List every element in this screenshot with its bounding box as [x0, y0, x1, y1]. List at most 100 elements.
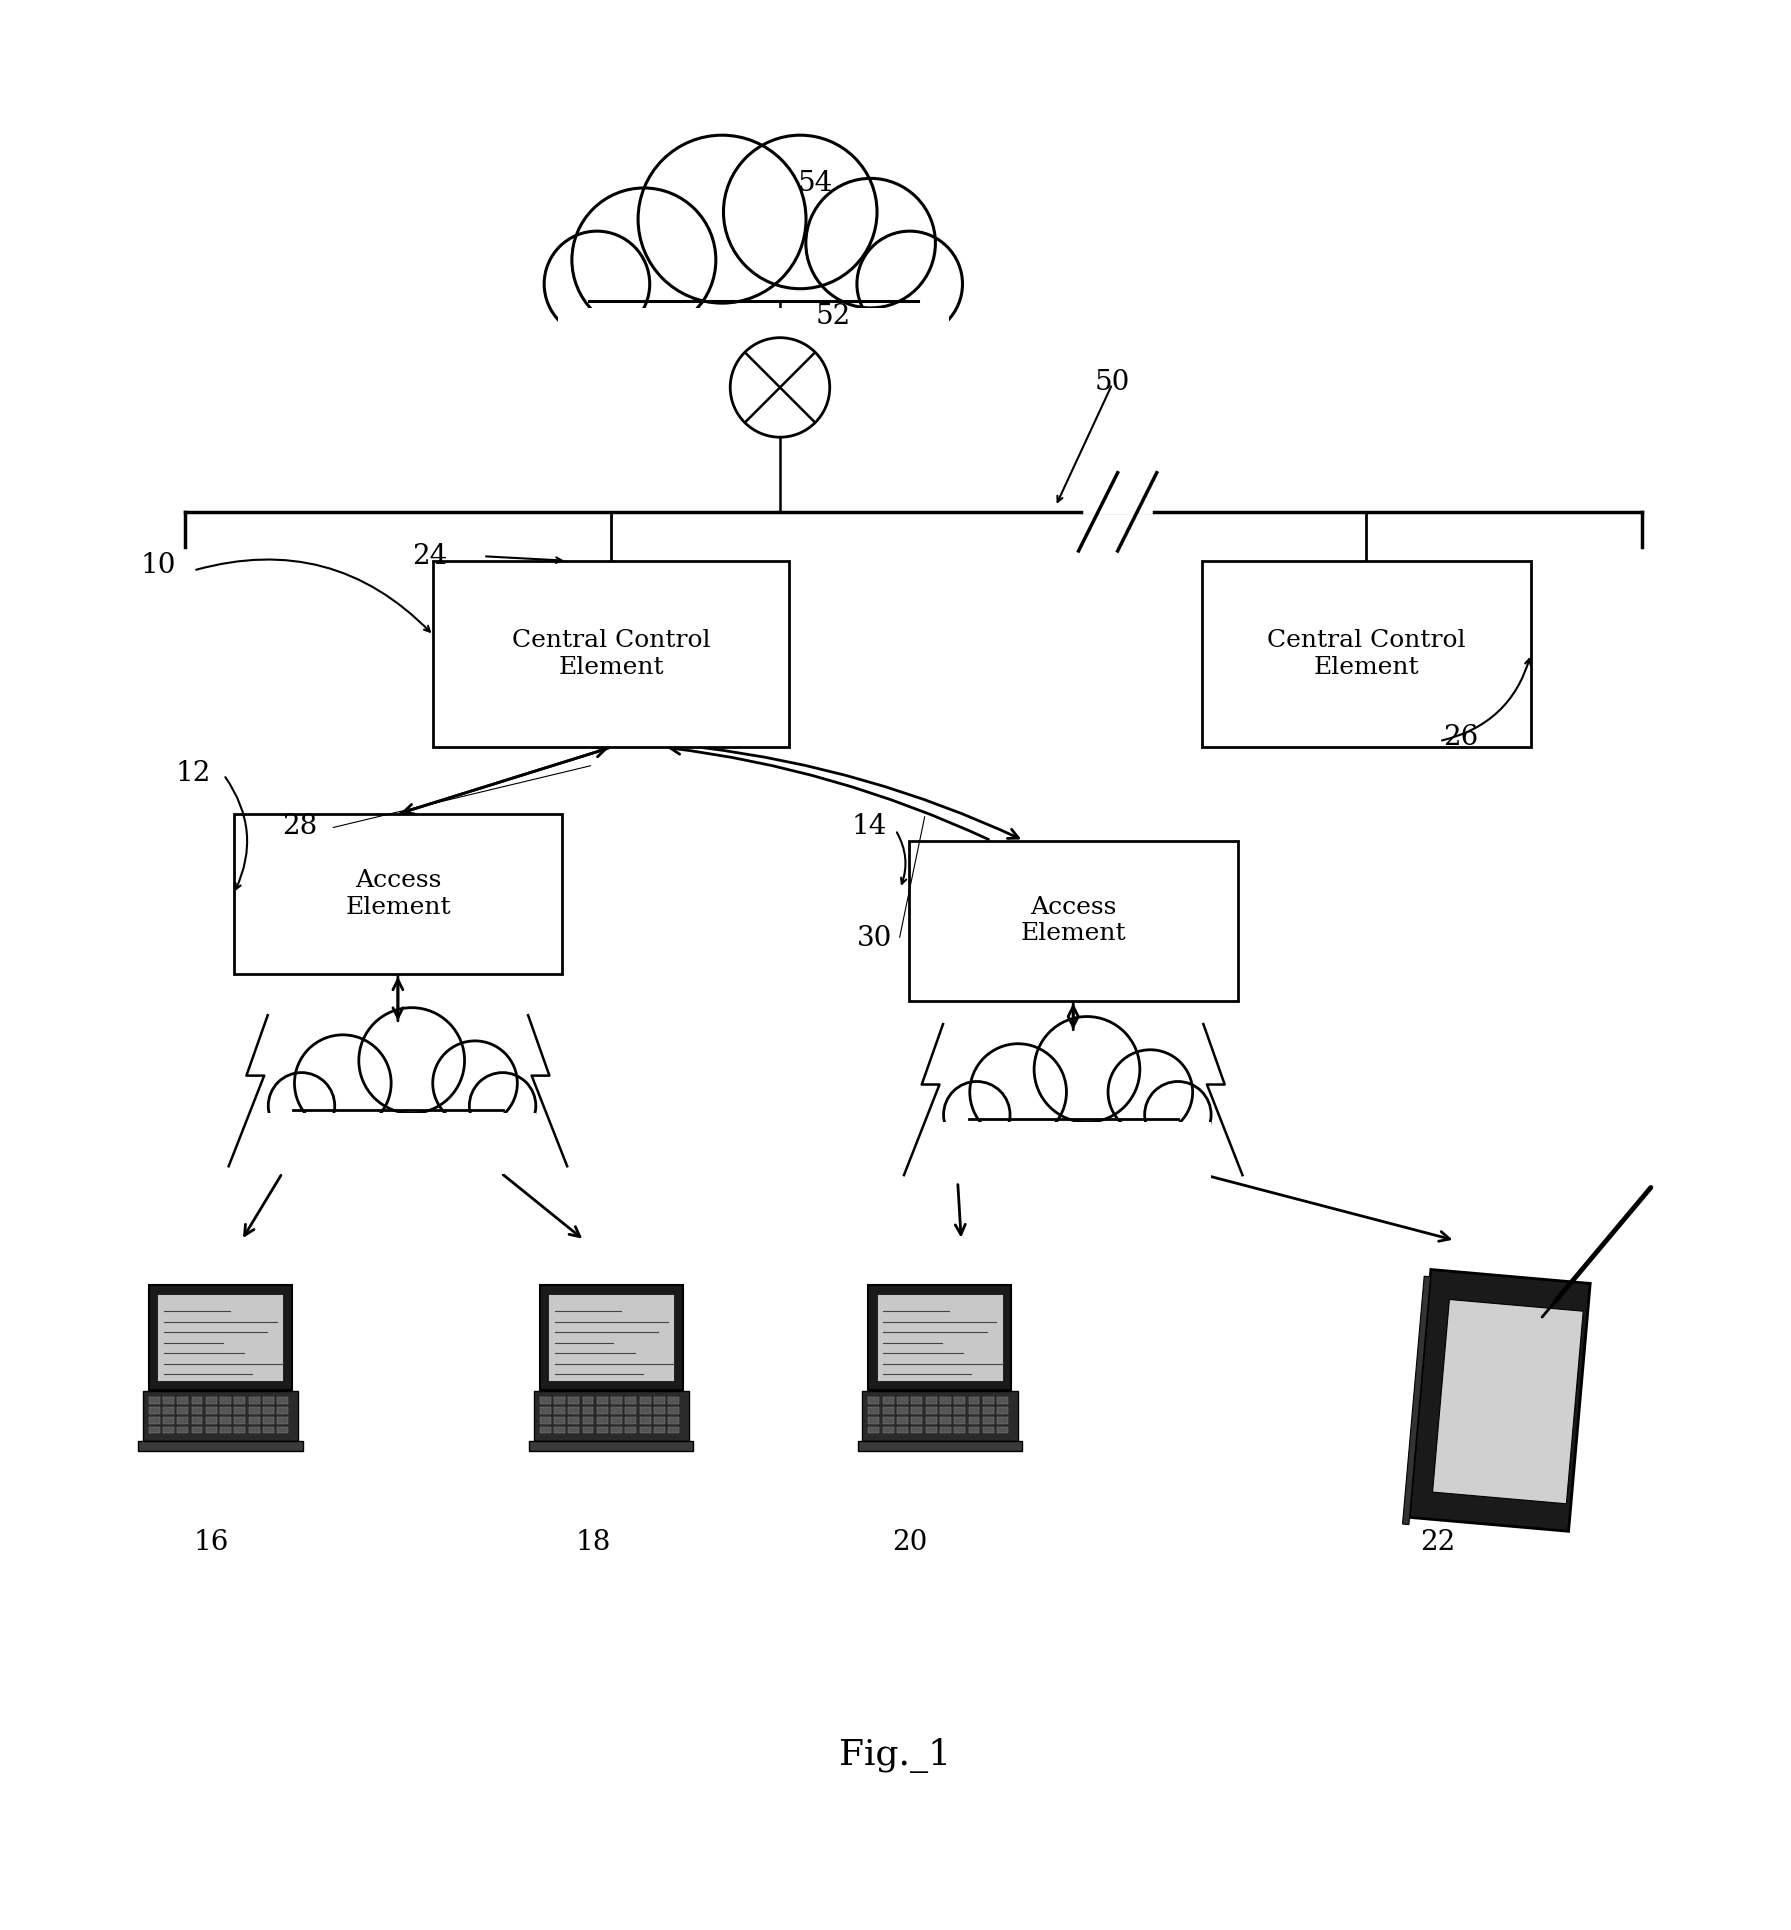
Bar — [639, 1426, 650, 1434]
Bar — [955, 1426, 965, 1434]
Bar — [163, 1397, 174, 1403]
Bar — [668, 1426, 679, 1434]
Bar — [263, 1397, 274, 1403]
Bar — [235, 1407, 245, 1413]
Circle shape — [294, 1034, 390, 1131]
Bar — [654, 1417, 664, 1424]
Circle shape — [1144, 1081, 1211, 1148]
Bar — [596, 1426, 607, 1434]
Text: 18: 18 — [575, 1529, 611, 1556]
Text: 10: 10 — [140, 552, 176, 579]
Bar — [149, 1397, 159, 1403]
Bar — [548, 1293, 673, 1382]
Circle shape — [469, 1073, 536, 1139]
Bar — [553, 1426, 564, 1434]
Bar — [163, 1417, 174, 1424]
Text: 12: 12 — [176, 760, 211, 787]
Bar — [568, 1397, 578, 1403]
Bar — [163, 1426, 174, 1434]
Text: 50: 50 — [1094, 369, 1130, 396]
Bar — [668, 1407, 679, 1413]
Bar — [596, 1417, 607, 1424]
Bar — [639, 1407, 650, 1413]
Bar — [149, 1426, 159, 1434]
Text: Access
Element: Access Element — [346, 868, 451, 919]
Circle shape — [544, 232, 650, 336]
Bar — [897, 1417, 908, 1424]
Bar — [149, 1417, 159, 1424]
Bar — [969, 1417, 980, 1424]
Bar — [177, 1397, 188, 1403]
Bar — [249, 1417, 260, 1424]
Bar — [596, 1407, 607, 1413]
Bar — [582, 1407, 593, 1413]
Bar — [553, 1397, 564, 1403]
Bar — [983, 1417, 994, 1424]
Bar — [433, 562, 788, 747]
Bar — [263, 1407, 274, 1413]
Bar — [912, 1407, 922, 1413]
Bar — [625, 1426, 636, 1434]
Bar — [206, 1397, 217, 1403]
Bar — [143, 1392, 297, 1442]
Circle shape — [1109, 1050, 1193, 1135]
Circle shape — [724, 135, 878, 290]
Bar — [869, 1285, 1012, 1390]
Circle shape — [1033, 1017, 1139, 1121]
Bar — [869, 1407, 879, 1413]
Text: 26: 26 — [1444, 724, 1478, 751]
Bar — [625, 1407, 636, 1413]
Bar — [235, 1417, 245, 1424]
Bar — [263, 1417, 274, 1424]
Bar — [528, 1442, 693, 1451]
Bar — [278, 1407, 288, 1413]
Bar — [998, 1426, 1008, 1434]
Bar — [983, 1426, 994, 1434]
Bar — [897, 1397, 908, 1403]
Bar — [912, 1417, 922, 1424]
Bar — [858, 1442, 1023, 1451]
Circle shape — [433, 1040, 518, 1125]
Bar — [926, 1407, 937, 1413]
Bar — [568, 1426, 578, 1434]
Bar — [883, 1397, 894, 1403]
Bar — [192, 1397, 202, 1403]
Bar — [935, 1121, 1211, 1183]
Bar — [940, 1426, 951, 1434]
Bar — [654, 1426, 664, 1434]
Text: 28: 28 — [283, 813, 317, 840]
Bar — [568, 1407, 578, 1413]
Bar — [220, 1407, 231, 1413]
Bar — [998, 1417, 1008, 1424]
Bar — [260, 1114, 536, 1173]
Bar — [233, 814, 562, 975]
Text: 24: 24 — [412, 542, 448, 569]
Bar — [878, 1293, 1003, 1382]
Bar — [969, 1426, 980, 1434]
Bar — [220, 1417, 231, 1424]
Bar — [955, 1397, 965, 1403]
Bar — [883, 1426, 894, 1434]
Circle shape — [269, 1073, 335, 1139]
Bar — [955, 1407, 965, 1413]
Bar — [149, 1407, 159, 1413]
Bar — [912, 1426, 922, 1434]
Bar — [611, 1417, 621, 1424]
Bar — [983, 1397, 994, 1403]
Text: 22: 22 — [1420, 1529, 1454, 1556]
Bar — [926, 1417, 937, 1424]
Bar — [611, 1397, 621, 1403]
Text: 52: 52 — [815, 303, 851, 330]
Circle shape — [571, 187, 716, 332]
Bar — [177, 1417, 188, 1424]
Bar — [192, 1407, 202, 1413]
Bar — [998, 1397, 1008, 1403]
Bar — [206, 1407, 217, 1413]
Bar — [158, 1293, 283, 1382]
Bar — [278, 1426, 288, 1434]
Bar — [611, 1407, 621, 1413]
Bar — [539, 1417, 550, 1424]
Text: Central Control
Element: Central Control Element — [1268, 629, 1465, 679]
Bar — [539, 1397, 550, 1403]
Bar — [912, 1397, 922, 1403]
